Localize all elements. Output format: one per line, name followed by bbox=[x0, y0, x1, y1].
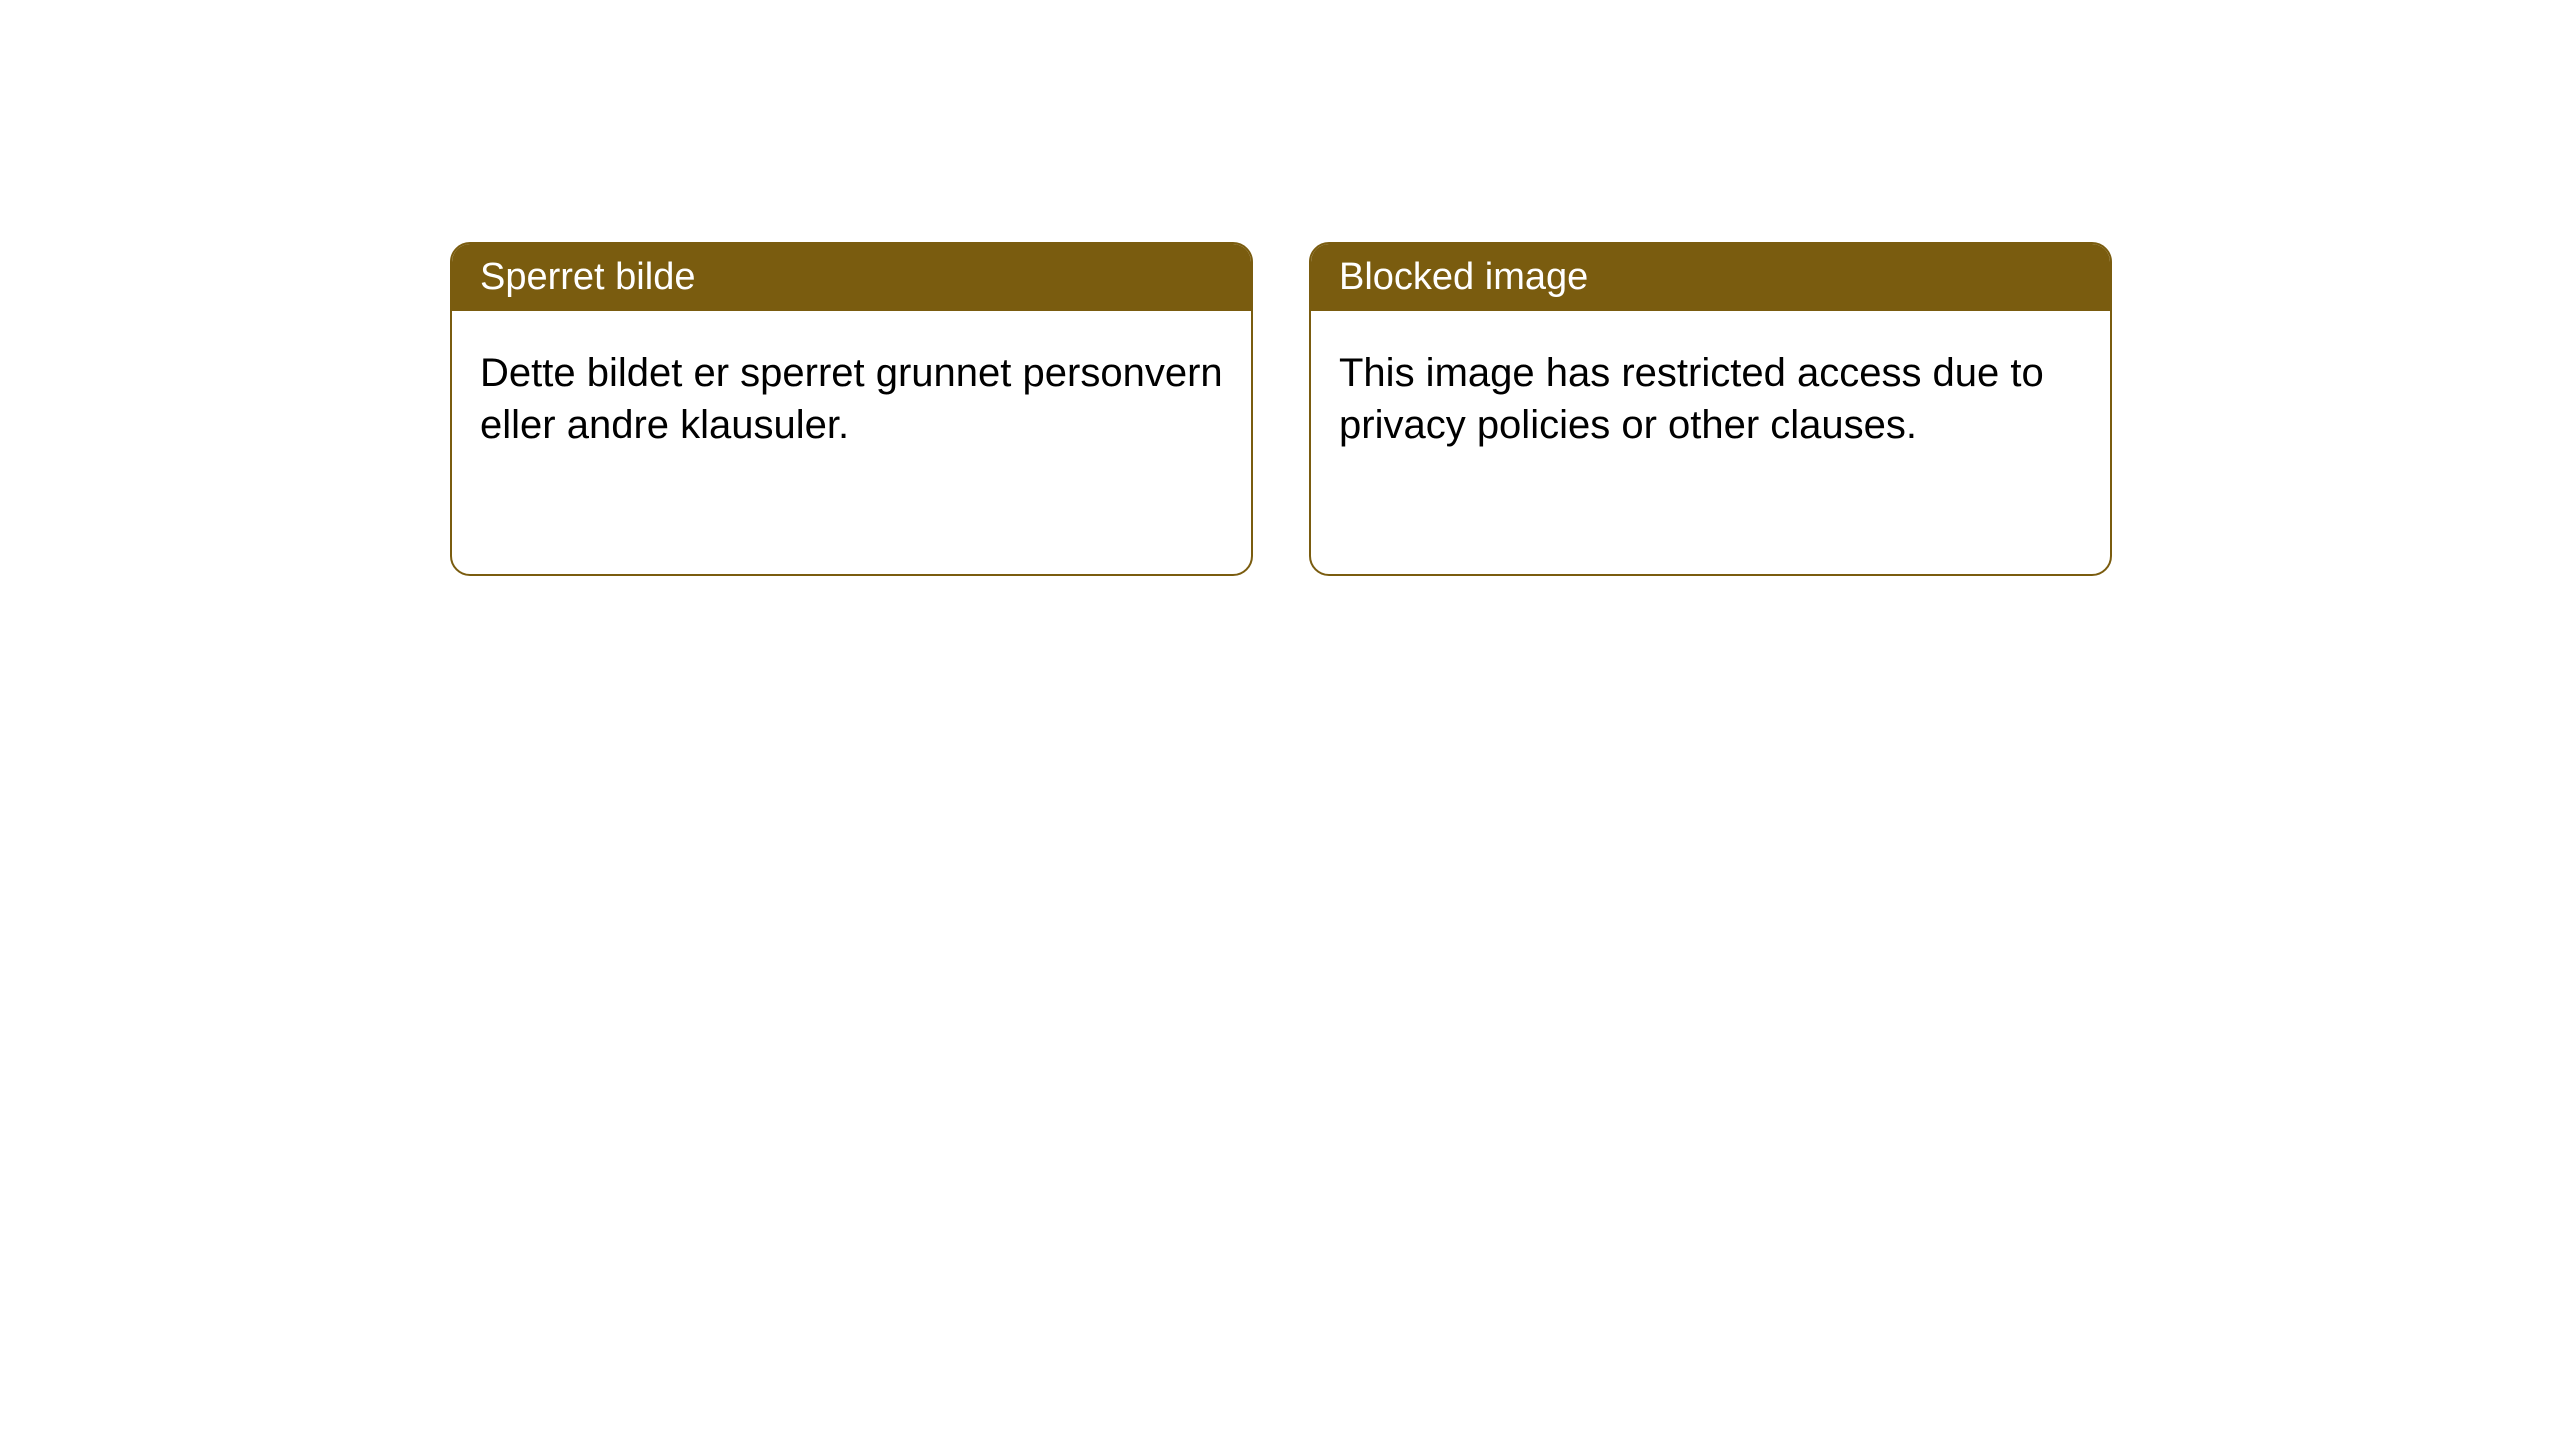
notice-header: Blocked image bbox=[1311, 244, 2110, 311]
notice-card-english: Blocked image This image has restricted … bbox=[1309, 242, 2112, 576]
notices-container: Sperret bilde Dette bildet er sperret gr… bbox=[0, 0, 2560, 576]
notice-body-text: Dette bildet er sperret grunnet personve… bbox=[480, 351, 1223, 447]
notice-header: Sperret bilde bbox=[452, 244, 1251, 311]
notice-body-text: This image has restricted access due to … bbox=[1339, 351, 2044, 447]
notice-body: Dette bildet er sperret grunnet personve… bbox=[452, 311, 1251, 487]
notice-title: Sperret bilde bbox=[480, 256, 695, 298]
notice-body: This image has restricted access due to … bbox=[1311, 311, 2110, 487]
notice-title: Blocked image bbox=[1339, 256, 1588, 298]
notice-card-norwegian: Sperret bilde Dette bildet er sperret gr… bbox=[450, 242, 1253, 576]
